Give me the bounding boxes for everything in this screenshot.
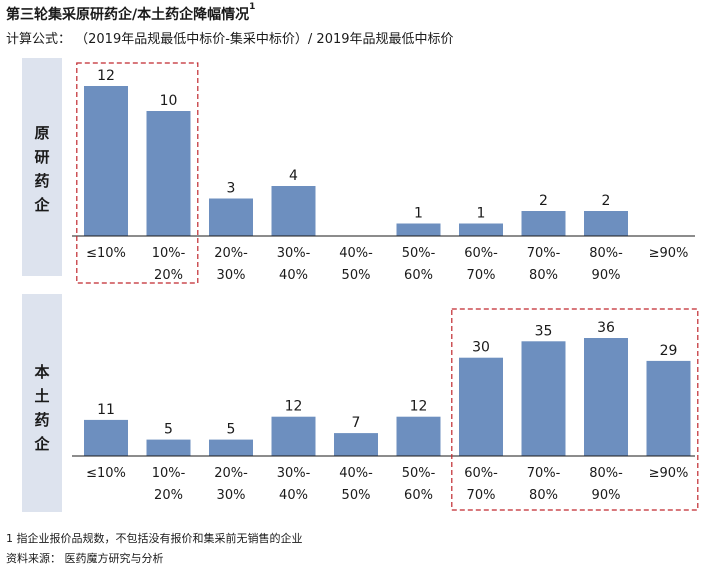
tick-label: 60%	[404, 488, 433, 503]
data-label: 1	[414, 206, 423, 222]
bar	[521, 341, 566, 456]
source-note: 资料来源： 医药魔方研究与分析	[6, 552, 164, 565]
chart-title: 第三轮集采原研药企/本土药企降幅情况1	[6, 2, 256, 23]
tick-label: ≥90%	[649, 466, 689, 481]
data-label: 3	[227, 181, 236, 197]
tick-label: 70%-	[527, 246, 561, 261]
bar	[334, 433, 378, 456]
tick-label: 20%-	[214, 466, 248, 481]
bar	[459, 223, 503, 236]
data-label: 1	[477, 206, 486, 222]
panel-label-char: 药	[34, 411, 49, 429]
bar	[396, 223, 441, 236]
data-label: 12	[97, 68, 115, 84]
panel-label-char: 本	[34, 363, 49, 381]
bar	[459, 357, 503, 456]
tick-label: 70%	[467, 488, 496, 503]
tick-label: 50%	[342, 268, 371, 283]
data-label: 5	[164, 422, 173, 438]
bar	[396, 416, 441, 456]
tick-label: 10%-	[152, 246, 186, 261]
panel-label-char: 药	[34, 172, 49, 190]
tick-label: 80%-	[589, 246, 623, 261]
data-label: 11	[97, 402, 115, 418]
bar	[271, 416, 316, 456]
tick-label: 40%-	[339, 466, 373, 481]
tick-label: ≤10%	[86, 466, 126, 481]
bar	[271, 186, 316, 236]
data-label: 36	[597, 320, 615, 336]
data-label: 10	[160, 93, 178, 109]
bar	[146, 439, 191, 456]
tick-label: 60%-	[464, 246, 498, 261]
bar	[84, 86, 128, 236]
data-label: 4	[289, 168, 298, 184]
bar	[209, 198, 253, 236]
data-label: 2	[602, 193, 611, 209]
tick-label: 20%	[154, 488, 183, 503]
tick-label: 60%	[404, 268, 433, 283]
highlight-box	[76, 62, 199, 284]
bar	[584, 338, 628, 456]
tick-label: 40%	[279, 488, 308, 503]
footnote: 1 指企业报价品规数，不包括没有报价和集采前无销售的企业	[6, 532, 303, 545]
tick-label: 70%-	[527, 466, 561, 481]
highlight-box	[451, 308, 699, 511]
tick-label: 50%-	[402, 246, 436, 261]
formula-text: 计算公式： （2019年品规最低中标价-集采中标价）/ 2019年品规最低中标价	[6, 32, 454, 47]
tick-label: 30%	[217, 268, 246, 283]
tick-label: 80%-	[589, 466, 623, 481]
tick-label: 30%	[217, 488, 246, 503]
data-label: 2	[539, 193, 548, 209]
title-superscript: 1	[249, 2, 256, 12]
tick-label: 80%	[529, 488, 558, 503]
bar	[146, 111, 191, 236]
tick-label: 10%-	[152, 466, 186, 481]
tick-label: 30%-	[277, 466, 311, 481]
panel-label-bg	[22, 58, 62, 276]
tick-label: 20%-	[214, 246, 248, 261]
tick-label: 70%	[467, 268, 496, 283]
panel-label-char: 土	[34, 387, 49, 405]
tick-label: ≥90%	[649, 246, 689, 261]
tick-label: 40%	[279, 268, 308, 283]
tick-label: 40%-	[339, 246, 373, 261]
data-label: 30	[472, 340, 490, 356]
tick-label: 30%-	[277, 246, 311, 261]
data-label: 35	[535, 323, 553, 339]
bar	[646, 360, 691, 456]
tick-label: 90%	[592, 488, 621, 503]
data-label: 5	[227, 422, 236, 438]
bar	[584, 211, 628, 236]
tick-label: ≤10%	[86, 246, 126, 261]
tick-label: 60%-	[464, 466, 498, 481]
panel-label-char: 研	[34, 148, 49, 166]
panel-label-char: 企	[33, 196, 50, 214]
bar	[209, 439, 253, 456]
tick-label: 50%	[342, 488, 371, 503]
data-label: 12	[410, 399, 428, 415]
data-label: 12	[285, 399, 303, 415]
bar	[84, 419, 128, 456]
tick-label: 80%	[529, 268, 558, 283]
tick-label: 50%-	[402, 466, 436, 481]
bar	[521, 211, 566, 236]
panel-label-char: 原	[34, 124, 49, 142]
data-label: 29	[660, 343, 678, 359]
tick-label: 20%	[154, 268, 183, 283]
tick-label: 90%	[592, 268, 621, 283]
panel-label-char: 企	[33, 435, 50, 453]
data-label: 7	[352, 415, 361, 431]
panel-label-bg	[22, 294, 62, 512]
